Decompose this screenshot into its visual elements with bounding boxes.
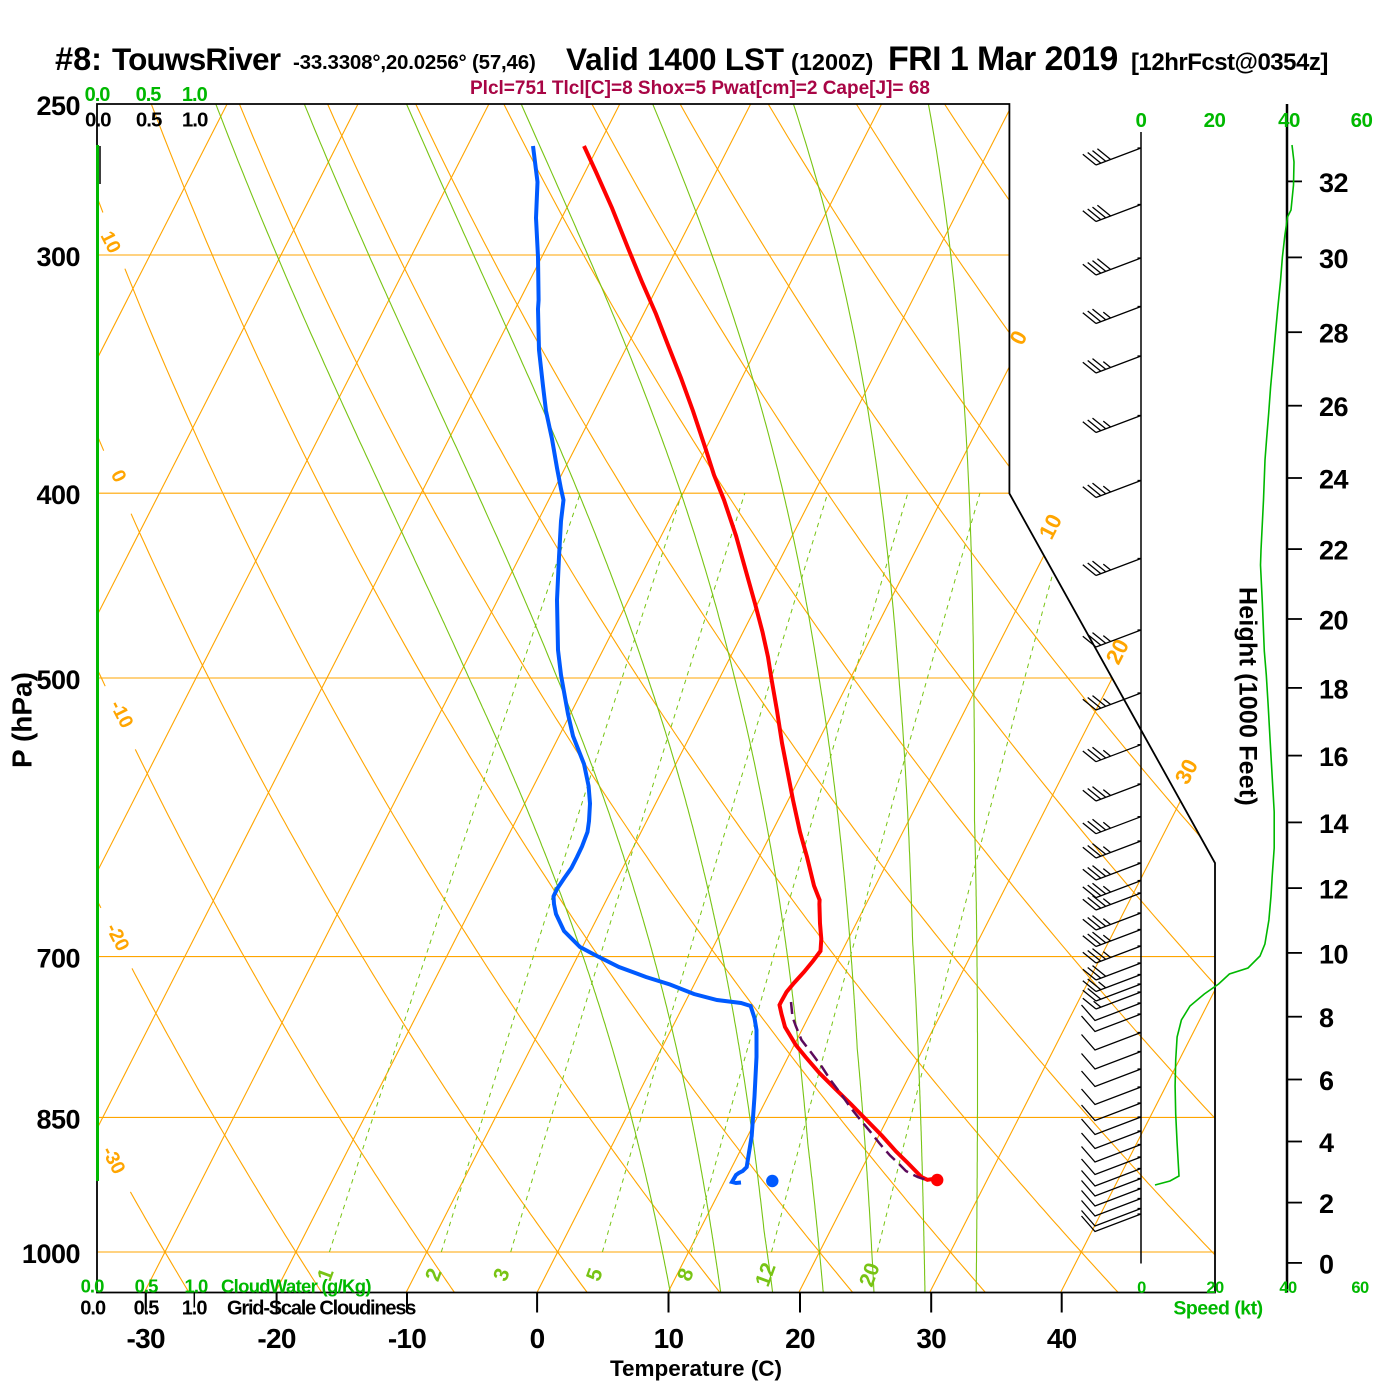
svg-text:40: 40 <box>1279 1279 1297 1297</box>
svg-text:20: 20 <box>785 1323 815 1354</box>
svg-text:Plcl=751 Tlcl[C]=8 Shox=5 Pwat: Plcl=751 Tlcl[C]=8 Shox=5 Pwat[cm]=2 Cap… <box>470 78 930 99</box>
svg-text:0.5: 0.5 <box>134 1297 160 1319</box>
svg-text:Speed (kt): Speed (kt) <box>1173 1298 1262 1320</box>
svg-text:300: 300 <box>36 242 80 272</box>
svg-text:CloudWater (g/Kg): CloudWater (g/Kg) <box>221 1275 371 1296</box>
svg-text:8: 8 <box>1319 1003 1334 1033</box>
svg-text:40: 40 <box>1278 109 1300 132</box>
svg-text:Valid 1400 LST: Valid 1400 LST <box>566 41 784 77</box>
svg-text:28: 28 <box>1319 319 1349 349</box>
svg-text:#8:: #8: <box>55 41 102 77</box>
svg-text:1000: 1000 <box>22 1239 80 1269</box>
svg-text:0.0: 0.0 <box>81 1275 104 1296</box>
svg-text:-20: -20 <box>257 1323 295 1354</box>
svg-text:60: 60 <box>1351 1279 1369 1297</box>
svg-text:Height (1000 Feet): Height (1000 Feet) <box>1234 587 1262 806</box>
svg-text:40: 40 <box>1047 1323 1077 1354</box>
svg-text:0: 0 <box>1319 1249 1334 1279</box>
svg-text:Grid-Scale Cloudiness: Grid-Scale Cloudiness <box>227 1297 416 1319</box>
svg-text:-10: -10 <box>388 1323 426 1354</box>
svg-text:250: 250 <box>36 91 80 121</box>
svg-text:TouwsRiver: TouwsRiver <box>112 41 281 77</box>
svg-text:10: 10 <box>654 1323 684 1354</box>
svg-text:22: 22 <box>1319 536 1348 566</box>
svg-text:14: 14 <box>1319 809 1349 839</box>
svg-text:30: 30 <box>916 1323 946 1354</box>
svg-text:850: 850 <box>36 1104 80 1134</box>
svg-text:32: 32 <box>1319 168 1348 198</box>
svg-text:10: 10 <box>1319 939 1348 969</box>
svg-text:Temperature (C): Temperature (C) <box>610 1356 782 1381</box>
svg-text:0.5: 0.5 <box>135 1275 158 1296</box>
svg-text:-33.3308°,20.0256° (57,46): -33.3308°,20.0256° (57,46) <box>293 51 536 74</box>
svg-text:0.0: 0.0 <box>85 108 111 131</box>
svg-text:6: 6 <box>1319 1066 1334 1096</box>
svg-text:0.0: 0.0 <box>80 1297 106 1319</box>
svg-text:1.0: 1.0 <box>182 1297 208 1319</box>
svg-text:4: 4 <box>1319 1128 1334 1158</box>
svg-text:1.0: 1.0 <box>185 1275 208 1296</box>
svg-text:0.0: 0.0 <box>85 84 111 106</box>
svg-text:2: 2 <box>1319 1189 1334 1219</box>
svg-text:[12hrFcst@0354z]: [12hrFcst@0354z] <box>1131 49 1328 76</box>
svg-text:(1200Z): (1200Z) <box>791 49 873 75</box>
svg-text:16: 16 <box>1319 742 1349 772</box>
svg-text:1.0: 1.0 <box>182 108 208 131</box>
svg-text:20: 20 <box>1204 109 1226 132</box>
svg-text:0.5: 0.5 <box>136 108 162 131</box>
svg-text:0.5: 0.5 <box>136 84 162 106</box>
svg-text:400: 400 <box>36 480 80 510</box>
svg-text:30: 30 <box>1319 244 1348 274</box>
svg-text:700: 700 <box>36 944 80 974</box>
svg-text:0: 0 <box>530 1323 545 1354</box>
svg-text:-30: -30 <box>127 1323 165 1354</box>
svg-text:20: 20 <box>1319 606 1348 636</box>
svg-text:0: 0 <box>1137 1279 1146 1297</box>
svg-text:18: 18 <box>1319 674 1349 704</box>
svg-text:P (hPa): P (hPa) <box>7 672 38 768</box>
svg-text:1.0: 1.0 <box>182 84 208 106</box>
svg-text:FRI 1 Mar 2019: FRI 1 Mar 2019 <box>888 40 1118 78</box>
svg-text:20: 20 <box>1206 1279 1224 1297</box>
svg-text:0: 0 <box>1136 109 1147 132</box>
svg-text:26: 26 <box>1319 392 1349 422</box>
svg-text:12: 12 <box>1319 875 1348 905</box>
svg-text:60: 60 <box>1351 109 1373 132</box>
svg-text:500: 500 <box>36 665 80 695</box>
svg-text:24: 24 <box>1319 465 1349 495</box>
